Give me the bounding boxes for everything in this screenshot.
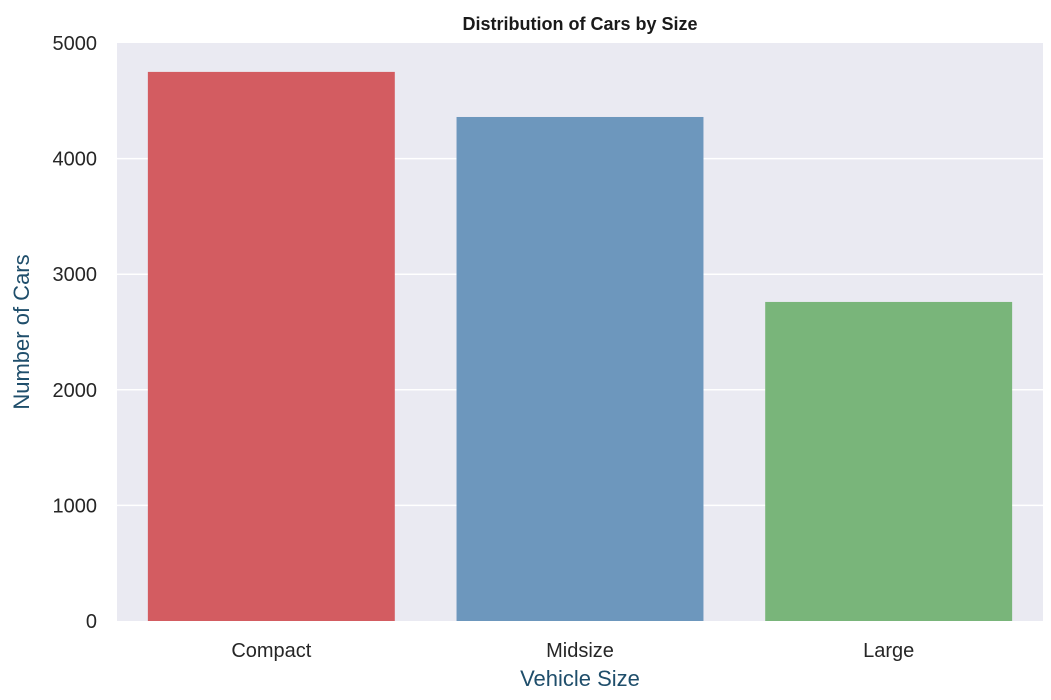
- x-axis-ticks: Compact Midsize Large: [231, 640, 914, 662]
- bar-compact: [147, 71, 395, 621]
- y-tick-label: 2000: [53, 380, 98, 402]
- bar-midsize: [456, 116, 704, 621]
- x-tick-label-midsize: Midsize: [546, 640, 614, 662]
- y-axis-ticks: 0 1000 2000 3000 4000 5000: [53, 33, 98, 633]
- y-tick-label: 4000: [53, 149, 98, 171]
- x-tick-label-compact: Compact: [231, 640, 311, 662]
- y-axis-title: Number of Cars: [9, 254, 34, 409]
- y-tick-label: 1000: [53, 495, 98, 517]
- x-tick-label-large: Large: [863, 640, 914, 662]
- bar-large: [765, 301, 1013, 621]
- x-axis-title: Vehicle Size: [520, 666, 640, 691]
- y-tick-label: 5000: [53, 33, 98, 55]
- y-tick-label: 3000: [53, 264, 98, 286]
- bars: [147, 71, 1013, 621]
- y-tick-label: 0: [86, 611, 97, 633]
- chart-title: Distribution of Cars by Size: [462, 14, 697, 34]
